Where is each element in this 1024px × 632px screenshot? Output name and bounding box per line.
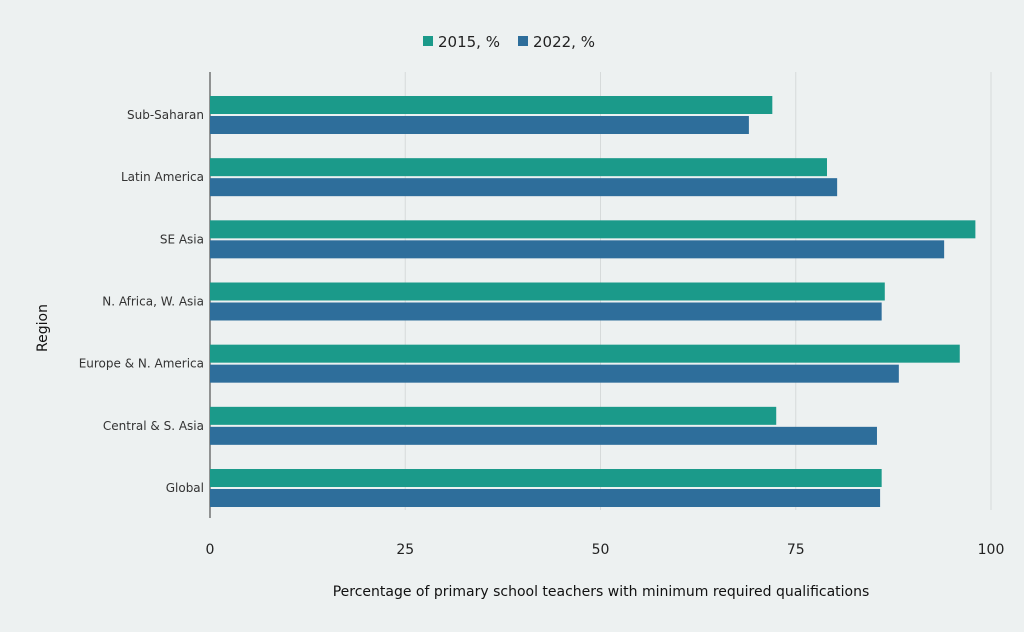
category-label: Sub-Saharan [127,108,204,122]
x-tick-label: 100 [978,542,1005,558]
category-label: Latin America [121,170,204,184]
bar-2022 [210,178,838,197]
bar-2015 [210,344,960,363]
bars [210,96,976,507]
bar-2022 [210,489,881,507]
category-label: Europe & N. America [79,357,204,371]
bar-2015 [210,406,777,425]
category-label: SE Asia [160,232,204,246]
bar-2022 [210,426,877,445]
bar-2015 [210,96,773,114]
bar-2022 [210,116,749,134]
x-tick-label: 0 [206,542,215,558]
x-tick-labels: 0 25 50 75 100 [206,542,1005,558]
legend-swatch [518,36,528,46]
bar-2015 [210,220,976,239]
category-labels: Sub-Saharan Latin America SE Asia N. Africa… [79,108,204,495]
category-label: Central & S. Asia [103,419,204,433]
y-axis-label: Region [35,304,51,352]
legend-label: 2015, % [438,33,500,51]
legend-swatch [423,36,433,46]
bar-2022 [210,364,899,383]
x-tick-label: 50 [592,542,610,558]
bar-2022 [210,302,882,321]
bar-2015 [210,469,882,487]
legend-label: 2022, % [533,33,595,51]
bar-2022 [210,240,945,259]
category-label: Global [166,481,204,495]
bar-2015 [210,158,827,177]
bar-2015 [210,282,885,301]
legend: 2015, % 2022, % [423,33,595,51]
category-label: N. Africa, W. Asia [102,295,204,309]
x-tick-label: 75 [787,542,805,558]
x-axis-label: Percentage of primary school teachers wi… [333,584,870,600]
x-tick-label: 25 [396,542,414,558]
